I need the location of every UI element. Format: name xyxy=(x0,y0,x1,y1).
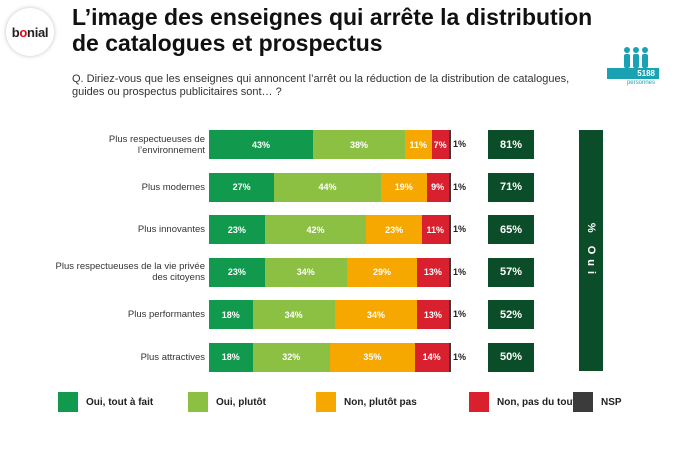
legend-swatch xyxy=(188,392,208,412)
bar-segment xyxy=(448,215,451,244)
total-oui-value: 57% xyxy=(488,257,534,287)
nsp-value-label: 1% xyxy=(453,351,467,362)
bar-segment: 13% xyxy=(417,257,449,287)
category-label: Plus attractives xyxy=(140,351,205,363)
oui-total-column: % Oui xyxy=(579,130,603,371)
bar-segment: 34% xyxy=(252,300,335,329)
bar-segment xyxy=(448,342,451,372)
nsp-value-label: 1% xyxy=(453,224,467,234)
sample-unit: personnes xyxy=(626,80,655,86)
legend-item: Oui, plutôt xyxy=(188,392,266,412)
legend-item: Oui, tout à fait xyxy=(58,392,153,412)
people-icon xyxy=(624,47,648,68)
bar-segment: 38% xyxy=(313,130,405,159)
legend-swatch xyxy=(573,392,593,412)
bar-segment: 14% xyxy=(414,342,449,372)
legend-item: Non, plutôt pas xyxy=(316,392,417,412)
bar-segment: 13% xyxy=(417,300,449,329)
legend-swatch xyxy=(316,392,336,412)
legend-label: NSP xyxy=(601,396,622,408)
total-oui-value: 52% xyxy=(488,300,534,329)
bar-segment xyxy=(448,130,451,159)
bar-segment: 44% xyxy=(274,172,381,202)
bar-segment: 23% xyxy=(209,257,265,287)
bar-segment: 18% xyxy=(209,300,253,329)
total-oui-value: 71% xyxy=(488,172,534,202)
nsp-value-label: 1% xyxy=(453,181,467,192)
legend-label: Oui, tout à fait xyxy=(86,396,154,408)
category-label: Plus respectueuses de l’environnement xyxy=(108,133,205,156)
total-oui-value: 50% xyxy=(488,342,534,372)
bar-segment: 43% xyxy=(209,130,314,159)
stacked-bar-chart: Plus respectueuses de l’environnement 43%… xyxy=(55,130,534,372)
nsp-value-label: 1% xyxy=(453,266,467,277)
nsp-value-label: 1% xyxy=(453,309,467,319)
bar-segment: 7% xyxy=(431,130,449,159)
bar-segment: 35% xyxy=(330,342,415,372)
sample-size-panel: 5188 personnes xyxy=(607,46,659,88)
legend-item: Non, pas du tout xyxy=(469,392,576,412)
bar-segment: 11% xyxy=(405,130,432,159)
category-label: Plus respectueuses de la vie privée des … xyxy=(55,261,205,283)
total-oui-value: 81% xyxy=(488,130,534,159)
page-title: L’image des enseignes qui arrête la dist… xyxy=(72,4,593,56)
bar-segment: 19% xyxy=(380,172,427,202)
bar-segment xyxy=(448,300,451,329)
bar-segment: 23% xyxy=(209,215,265,244)
bar-segment: 9% xyxy=(426,172,449,202)
category-label: Plus innovantes xyxy=(137,224,205,235)
oui-total-label: % Oui xyxy=(585,222,597,279)
legend: Oui, tout à fait Oui, plutôt Non, plutôt p… xyxy=(58,392,658,412)
category-label: Plus modernes xyxy=(141,181,205,193)
bar-segment: 32% xyxy=(252,342,330,372)
bar-segment: 18% xyxy=(209,342,253,372)
nsp-value-label: 1% xyxy=(453,139,467,149)
bonial-logo: b o nial xyxy=(6,8,54,56)
bar-segment: 34% xyxy=(264,257,347,287)
legend-label: Oui, plutôt xyxy=(216,396,266,408)
legend-label: Non, plutôt pas xyxy=(344,396,417,408)
legend-swatch xyxy=(58,392,78,412)
legend-swatch xyxy=(469,392,489,412)
bar-segment xyxy=(448,172,451,202)
sample-count: 5188 xyxy=(607,68,659,79)
bar-segment xyxy=(448,257,451,287)
legend-label: Non, pas du tout xyxy=(497,396,576,408)
survey-question: Q. Diriez-vous que les enseignes qui ann… xyxy=(72,73,570,98)
bar-segment: 34% xyxy=(334,300,418,329)
category-label: Plus performantes xyxy=(127,309,205,320)
bar-segment: 23% xyxy=(366,215,422,244)
bar-segment: 11% xyxy=(421,215,449,244)
bar-segment: 42% xyxy=(264,215,367,244)
total-oui-value: 65% xyxy=(488,215,534,244)
bar-segment: 27% xyxy=(209,172,275,202)
legend-item: NSP xyxy=(573,392,622,412)
bar-segment: 29% xyxy=(346,257,418,287)
